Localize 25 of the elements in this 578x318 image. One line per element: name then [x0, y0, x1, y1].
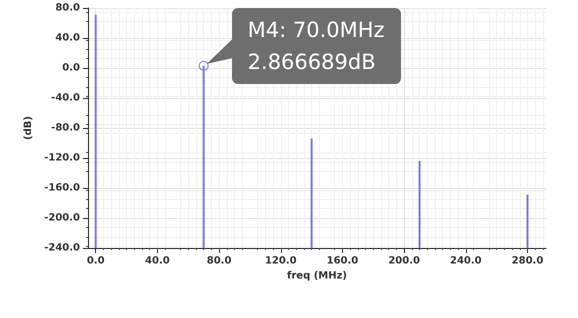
x-tick-label: 40.0 — [145, 256, 170, 266]
y-tick-label: -80.0 — [51, 122, 80, 134]
x-axis-title: freq (MHz) — [287, 270, 347, 282]
x-tick-label: 0.0 — [86, 256, 105, 266]
x-tick-label: 280.0 — [512, 256, 544, 266]
bar — [418, 161, 421, 248]
annotation: M4: 70.0MHz 2.866689dB — [232, 8, 401, 84]
x-tick-label: 120.0 — [264, 256, 297, 266]
bar — [202, 66, 205, 248]
y-tick-label: -200.0 — [44, 212, 80, 224]
y-tick-label: -160.0 — [44, 182, 80, 194]
x-tick-label: 200.0 — [388, 256, 420, 266]
y-tick-label: -240.0 — [44, 242, 80, 254]
bar — [94, 14, 97, 248]
bar — [526, 194, 528, 248]
bar — [310, 138, 313, 248]
y-tick-label: -120.0 — [44, 152, 80, 164]
x-tick-label: 240.0 — [450, 256, 482, 266]
y-tick-label: 40.0 — [55, 32, 80, 44]
y-tick-label: 80.0 — [55, 2, 80, 14]
y-axis-title: (dB) — [22, 116, 34, 140]
y-tick-label: -40.0 — [51, 92, 80, 104]
x-tick-label: 160.0 — [326, 256, 358, 266]
x-tick-label: 80.0 — [206, 256, 232, 266]
y-tick-label: 0.0 — [62, 62, 80, 74]
